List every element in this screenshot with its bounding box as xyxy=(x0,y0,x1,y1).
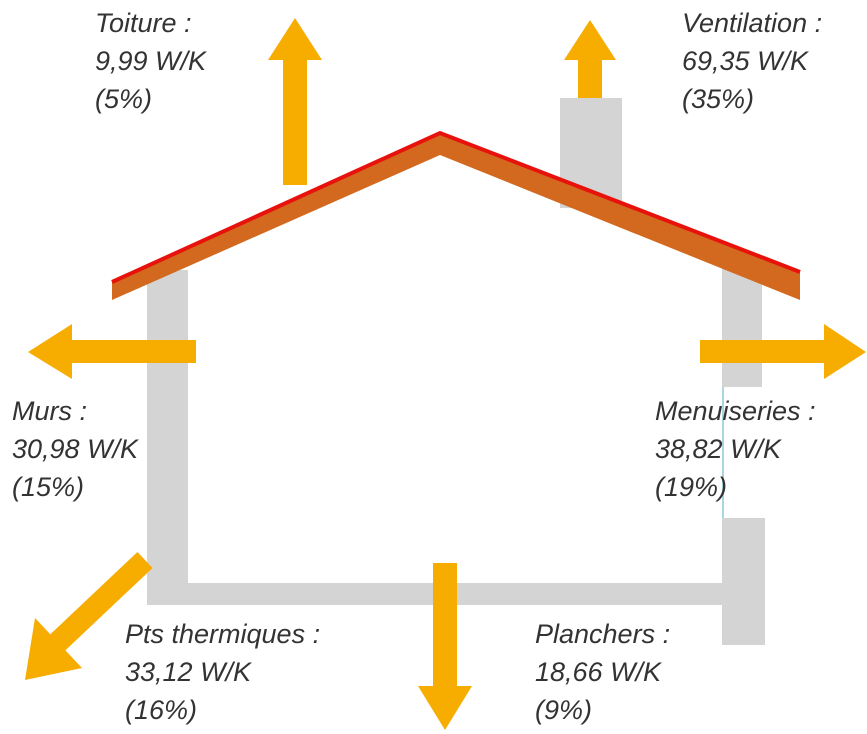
left-wall xyxy=(147,270,188,605)
loss-value: 9,99 W/K xyxy=(95,46,207,76)
arrow-floor xyxy=(433,563,457,690)
loss-label: Pts thermiques : xyxy=(125,619,320,649)
loss-label: Murs : xyxy=(12,396,87,426)
loss-label: Ventilation : xyxy=(682,8,822,38)
loss-share: (19%) xyxy=(655,472,727,502)
arrow-floor-head xyxy=(418,686,472,730)
arrow-roof-head xyxy=(268,18,322,60)
loss-share: (5%) xyxy=(95,84,152,114)
arrow-roof xyxy=(283,58,307,185)
roof xyxy=(112,133,800,300)
loss-label: Toiture : xyxy=(95,8,192,38)
labels: Toiture : 9,99 W/K (5%) Ventilation : 69,35 … xyxy=(12,8,822,725)
arrow-walls-head xyxy=(28,324,72,379)
loss-label: Menuiseries : xyxy=(655,396,816,426)
loss-share: (16%) xyxy=(125,695,197,725)
loss-value: 18,66 W/K xyxy=(535,657,662,687)
arrow-windows xyxy=(700,340,828,363)
loss-share: (15%) xyxy=(12,472,84,502)
loss-value: 33,12 W/K xyxy=(125,657,252,687)
arrow-windows-head xyxy=(824,324,866,379)
right-wall-lower xyxy=(722,518,765,645)
arrow-ventilation xyxy=(578,58,602,98)
loss-share: (9%) xyxy=(535,695,592,725)
loss-value: 30,98 W/K xyxy=(12,434,139,464)
loss-value: 38,82 W/K xyxy=(655,434,782,464)
arrow-walls xyxy=(68,340,196,363)
heat-loss-diagram: Toiture : 9,99 W/K (5%) Ventilation : 69,35 … xyxy=(0,0,867,734)
arrow-ventilation-head xyxy=(564,20,616,60)
loss-label: Planchers : xyxy=(535,619,670,649)
loss-share: (35%) xyxy=(682,84,754,114)
loss-value: 69,35 W/K xyxy=(682,46,809,76)
